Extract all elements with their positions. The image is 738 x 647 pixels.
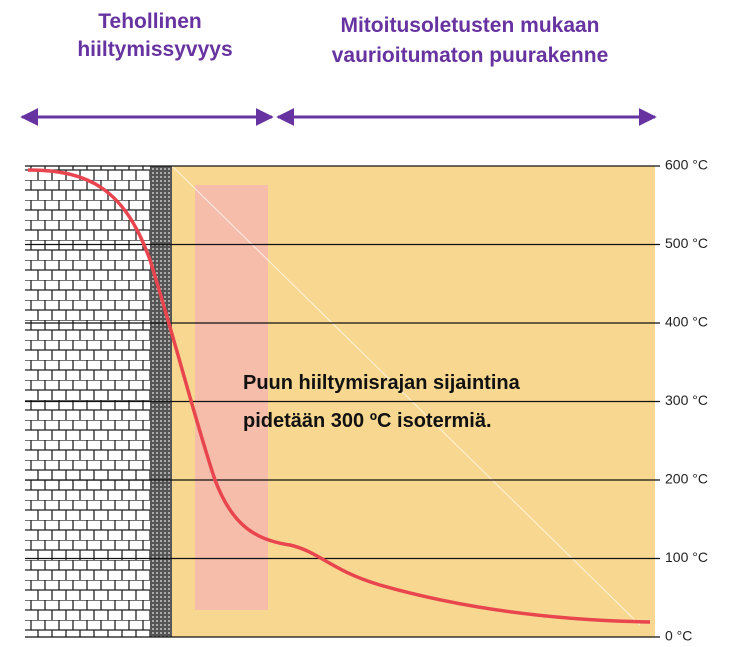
heading-line: Tehollinen bbox=[98, 10, 201, 33]
scale-label: 400 °C bbox=[665, 314, 708, 330]
heading-line: vaurioitumaton puurakenne bbox=[332, 44, 609, 67]
scale-label: 600 °C bbox=[665, 157, 708, 173]
scale-label: 100 °C bbox=[665, 549, 708, 565]
heading-line: hiiltymissyvyys bbox=[77, 38, 232, 61]
scale-label: 0 °C bbox=[665, 628, 692, 644]
scale-label: 200 °C bbox=[665, 471, 708, 487]
annotation-line: pidetään 300 ºC isotermiä. bbox=[243, 410, 492, 432]
diagram: Tehollinen hiiltymissyvyys Mitoitusoletu… bbox=[0, 0, 738, 647]
scale-label: 500 °C bbox=[665, 235, 708, 251]
scale-label: 300 °C bbox=[665, 392, 708, 408]
heading-line: Mitoitusoletusten mukaan bbox=[340, 14, 599, 37]
page: Tehollinen hiiltymissyvyys Mitoitusoletu… bbox=[0, 0, 738, 647]
annotation-line: Puun hiiltymisrajan sijaintina bbox=[243, 372, 521, 394]
